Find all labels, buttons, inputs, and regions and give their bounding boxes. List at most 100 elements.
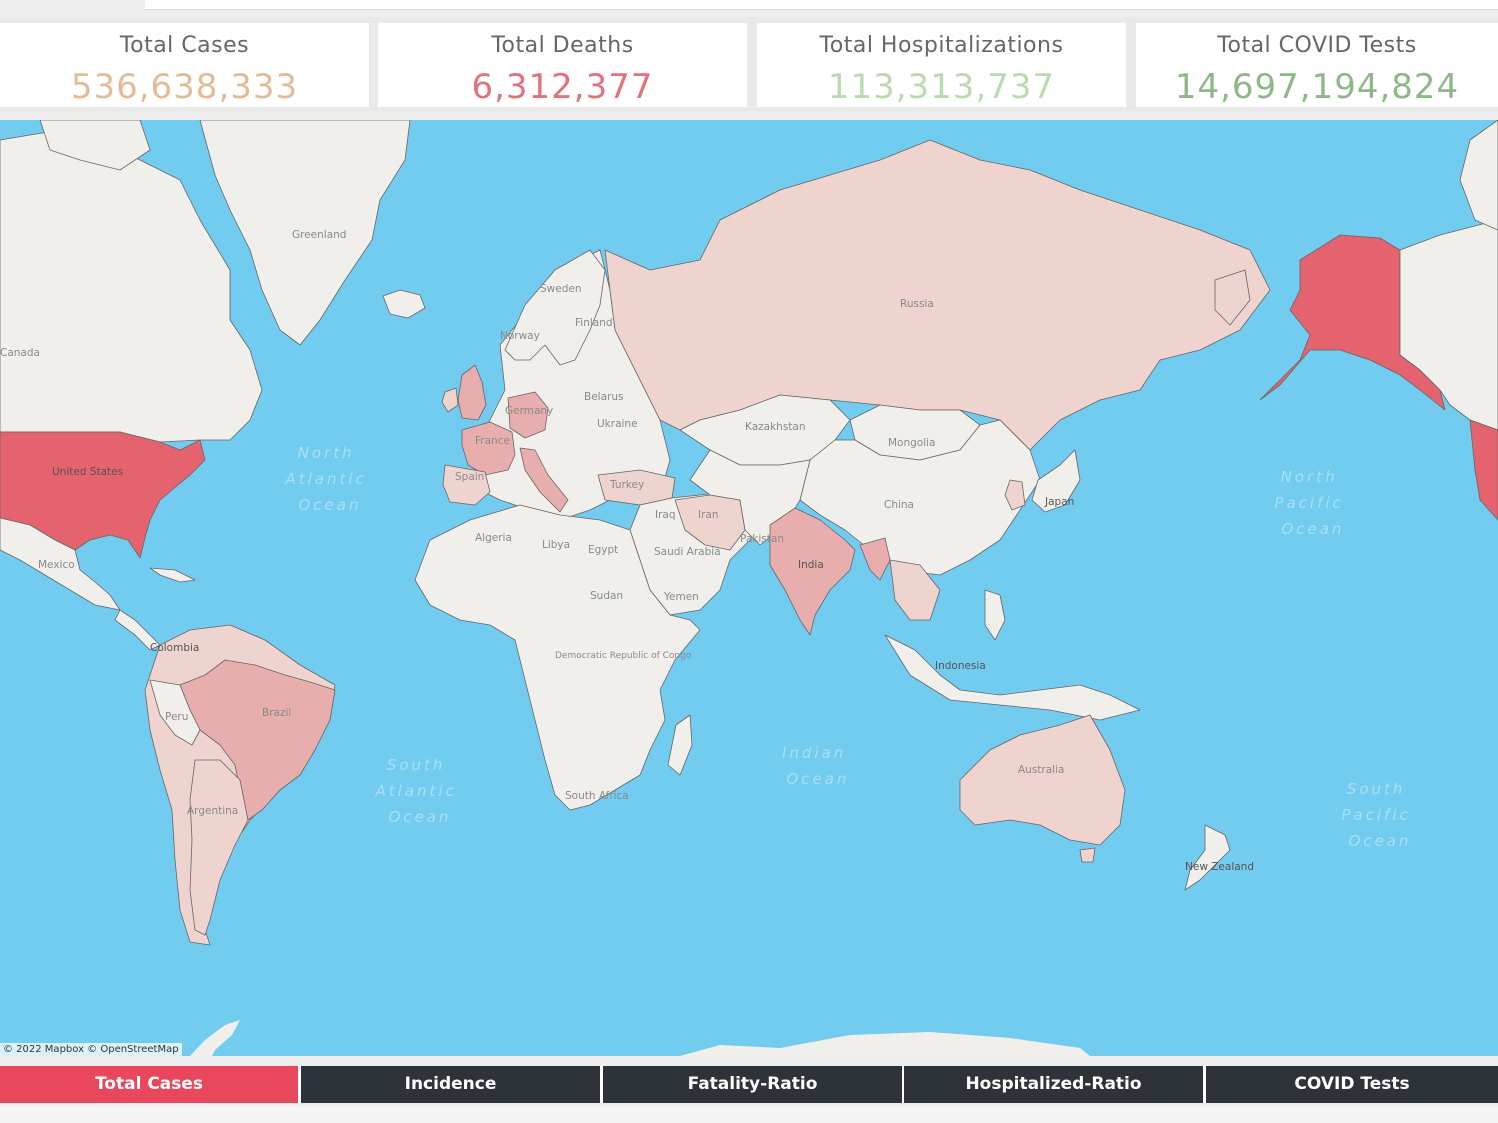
label-greenland: Greenland (292, 229, 346, 241)
label-south-pacific-ocean: South Pacific Ocean (1341, 780, 1418, 850)
region-indonesia[interactable] (884, 634, 1141, 721)
label-australia: Australia (1018, 764, 1064, 776)
kpi-total-cases: Total Cases 536,638,333 (0, 23, 369, 107)
label-germany: Germany (505, 405, 553, 417)
label-saudi-arabia: Saudi Arabia (654, 546, 721, 558)
label-china: China (884, 499, 914, 511)
region-africa[interactable] (414, 504, 701, 811)
label-turkey: Turkey (609, 479, 644, 491)
label-sudan: Sudan (590, 590, 623, 602)
label-indonesia: Indonesia (935, 660, 986, 672)
kpi-title: Total Cases (119, 33, 250, 58)
region-spain[interactable] (442, 464, 491, 506)
label-libya: Libya (542, 539, 570, 551)
label-indian-ocean: Indian Ocean (782, 744, 854, 788)
map-attribution[interactable]: © 2022 Mapbox © OpenStreetMap (0, 1043, 182, 1056)
kpi-value: 14,697,194,824 (1174, 67, 1460, 107)
label-finland: Finland (575, 317, 613, 329)
world-map[interactable]: Greenland Canada United States Mexico Co… (0, 120, 1498, 1056)
region-united-states-east[interactable] (1469, 419, 1498, 521)
label-belarus: Belarus (584, 391, 623, 403)
region-japan[interactable] (1031, 449, 1081, 513)
label-kazakhstan: Kazakhstan (745, 421, 806, 433)
kpi-title: Total Deaths (491, 33, 634, 58)
region-madagascar[interactable] (667, 714, 693, 776)
label-mongolia: Mongolia (888, 437, 936, 449)
header-strip (145, 0, 1498, 10)
label-argentina: Argentina (187, 805, 238, 817)
label-north-pacific-ocean: North Pacific Ocean (1274, 468, 1351, 538)
kpi-value: 536,638,333 (70, 67, 299, 107)
kpi-total-deaths: Total Deaths 6,312,377 (378, 23, 747, 107)
region-central-america[interactable] (114, 609, 161, 651)
label-south-atlantic-ocean: South Atlantic Ocean (374, 756, 464, 826)
label-egypt: Egypt (588, 544, 618, 556)
label-spain: Spain (455, 471, 484, 483)
label-mexico: Mexico (38, 559, 75, 571)
region-australia[interactable] (959, 714, 1126, 846)
tab-covid-tests[interactable]: COVID Tests (1206, 1066, 1498, 1103)
region-southeast-asia[interactable] (889, 559, 941, 621)
label-colombia: Colombia (150, 642, 199, 654)
label-brazil: Brazil (262, 707, 291, 719)
map-svg[interactable]: Greenland Canada United States Mexico Co… (0, 120, 1498, 1056)
footer-strip (0, 1106, 1498, 1123)
label-new-zealand: New Zealand (1185, 861, 1254, 873)
label-south-africa: South Africa (565, 790, 629, 802)
region-peru[interactable] (149, 679, 201, 746)
kpi-total-covid-tests: Total COVID Tests 14,697,194,824 (1136, 23, 1498, 107)
region-greenland[interactable] (199, 120, 411, 346)
tab-incidence[interactable]: Incidence (301, 1066, 600, 1103)
label-algeria: Algeria (475, 532, 512, 544)
kpi-row: Total Cases 536,638,333 Total Deaths 6,3… (0, 17, 1498, 111)
label-pakistan: Pakistan (740, 533, 784, 545)
tab-total-cases[interactable]: Total Cases (0, 1066, 298, 1103)
label-ukraine: Ukraine (597, 418, 638, 430)
region-france[interactable] (461, 421, 516, 476)
label-dr-congo: Democratic Republic of Congo (555, 651, 692, 661)
region-united-kingdom[interactable] (457, 364, 487, 421)
region-myanmar[interactable] (859, 537, 891, 581)
region-philippines[interactable] (984, 589, 1006, 641)
label-russia: Russia (900, 298, 934, 310)
region-antarctica[interactable] (680, 1032, 1090, 1056)
region-argentina[interactable] (189, 759, 249, 936)
label-north-atlantic-ocean: North Atlantic Ocean (284, 444, 374, 514)
label-france: France (475, 435, 510, 447)
region-arctic-east[interactable] (1459, 120, 1498, 231)
region-italy[interactable] (519, 447, 569, 513)
label-iraq: Iraq (655, 509, 676, 521)
kpi-value: 6,312,377 (471, 67, 654, 107)
region-scandinavia[interactable] (504, 249, 606, 366)
kpi-total-hospitalizations: Total Hospitalizations 113,313,737 (757, 23, 1126, 107)
region-antarctic-peninsula[interactable] (190, 1020, 240, 1056)
region-tasmania[interactable] (1079, 847, 1096, 863)
tab-fatality-ratio[interactable]: Fatality-Ratio (603, 1066, 902, 1103)
kpi-title: Total COVID Tests (1217, 33, 1417, 58)
region-korea[interactable] (1004, 479, 1026, 511)
region-cuba[interactable] (149, 567, 196, 583)
label-india: India (798, 559, 824, 571)
region-germany[interactable] (507, 391, 549, 439)
label-united-states: United States (52, 466, 123, 478)
kpi-title: Total Hospitalizations (819, 33, 1064, 58)
label-peru: Peru (165, 711, 188, 723)
region-brazil[interactable] (179, 659, 336, 821)
label-yemen: Yemen (663, 591, 699, 603)
region-india[interactable] (769, 507, 856, 636)
region-kamchatka[interactable] (1214, 269, 1251, 326)
region-canada-east[interactable] (1399, 219, 1498, 431)
region-arctic-islands[interactable] (39, 120, 151, 171)
region-mexico[interactable] (0, 517, 121, 611)
region-iceland[interactable] (382, 289, 426, 319)
label-norway: Norway (500, 330, 540, 342)
label-sweden: Sweden (540, 283, 582, 295)
metric-tabbar: Total Cases Incidence Fatality-Ratio Hos… (0, 1066, 1498, 1103)
region-russia[interactable] (604, 139, 1271, 451)
region-china[interactable] (799, 419, 1041, 576)
region-new-zealand[interactable] (1184, 824, 1231, 891)
label-canada: Canada (0, 347, 40, 359)
tab-hospitalized-ratio[interactable]: Hospitalized-Ratio (904, 1066, 1203, 1103)
region-ireland[interactable] (441, 387, 459, 413)
